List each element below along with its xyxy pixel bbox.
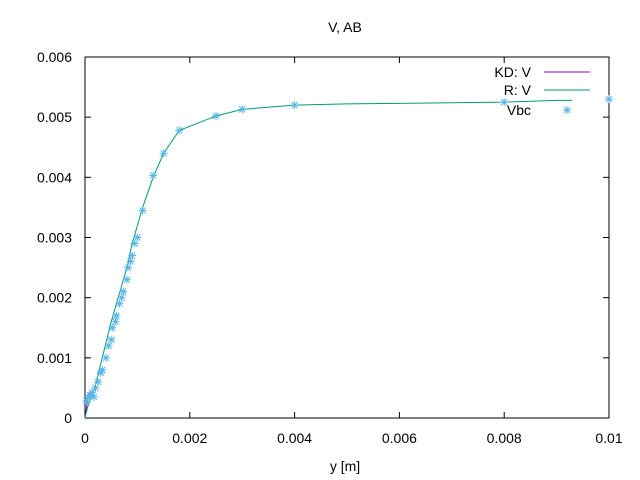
star-stroke (112, 318, 119, 326)
data-point (115, 299, 124, 308)
data-point (123, 263, 132, 272)
star-stroke (175, 127, 183, 134)
data-point (605, 95, 613, 104)
x-tick-label: 0.008 (487, 430, 522, 446)
y-tick-label: 0.002 (37, 290, 72, 306)
x-tick-label: 0 (81, 430, 89, 446)
star-stroke (90, 393, 98, 401)
star-stroke (118, 294, 126, 302)
data-point (91, 383, 100, 392)
legend: KD: V R: V Vbc (494, 64, 590, 118)
y-tick-label: 0 (64, 410, 72, 426)
y-tick-label: 0.004 (37, 169, 72, 185)
star-stroke (563, 106, 571, 114)
data-point (212, 111, 220, 120)
plot-layer: 0 0.002 0.004 0.006 0.008 0.01 0 0.001 0.002 0.00… (37, 49, 623, 446)
data-point (101, 353, 110, 362)
data-point (111, 317, 120, 326)
data-point (238, 105, 247, 114)
y-tick-label: 0.006 (37, 49, 72, 65)
chart-title: V, AB (328, 19, 362, 35)
star-stroke (107, 336, 115, 344)
star-stroke (160, 149, 167, 157)
data-point (175, 126, 184, 135)
legend-swatch (563, 106, 571, 114)
star-stroke (124, 264, 132, 271)
star-stroke (94, 378, 102, 386)
star-stroke (88, 389, 96, 397)
x-tick-label: 0.002 (172, 430, 207, 446)
x-tick-label: 0.004 (277, 430, 312, 446)
x-axis-label: y [m] (330, 458, 360, 474)
data-point (149, 171, 158, 180)
star-stroke (119, 288, 127, 296)
star-stroke (212, 112, 220, 120)
star-stroke (134, 234, 141, 241)
x-tick-label: 0.01 (595, 430, 622, 446)
data-point (130, 239, 139, 248)
star-stroke (139, 207, 146, 214)
data-point (108, 323, 117, 332)
y-tick-label: 0.003 (37, 230, 72, 246)
data-point (104, 341, 113, 350)
star-stroke (131, 240, 139, 247)
data-point (133, 233, 142, 242)
legend-label: R: V (504, 82, 532, 98)
legend-label: KD: V (494, 64, 531, 80)
star-stroke (127, 258, 134, 265)
y-tick-label: 0.005 (37, 109, 72, 125)
data-point (107, 335, 116, 344)
star-stroke (102, 354, 110, 362)
star-stroke (116, 300, 123, 308)
data-point (98, 365, 107, 374)
x-tick-label: 0.006 (382, 430, 417, 446)
y-tick-label: 0.001 (37, 350, 72, 366)
star-stroke (500, 98, 508, 106)
star-stroke (113, 312, 120, 320)
star-stroke (105, 342, 112, 350)
star-stroke (291, 101, 298, 109)
data-point (138, 206, 147, 215)
data-point (122, 275, 131, 284)
star-stroke (123, 276, 131, 283)
star-stroke (238, 105, 246, 113)
star-stroke (92, 384, 99, 392)
data-point (159, 149, 168, 158)
data-point (94, 377, 103, 386)
data-point (112, 311, 121, 320)
data-point (290, 101, 299, 110)
legend-label: Vbc (507, 102, 531, 118)
star-stroke (149, 172, 157, 179)
data-point (128, 251, 137, 260)
star-stroke (128, 252, 136, 259)
star-stroke (98, 366, 106, 374)
data-point (117, 293, 126, 302)
data-point (126, 257, 135, 266)
data-point (89, 392, 98, 401)
data-point (119, 287, 128, 296)
data-point (500, 98, 509, 107)
star-stroke (605, 95, 613, 103)
star-stroke (108, 324, 116, 332)
